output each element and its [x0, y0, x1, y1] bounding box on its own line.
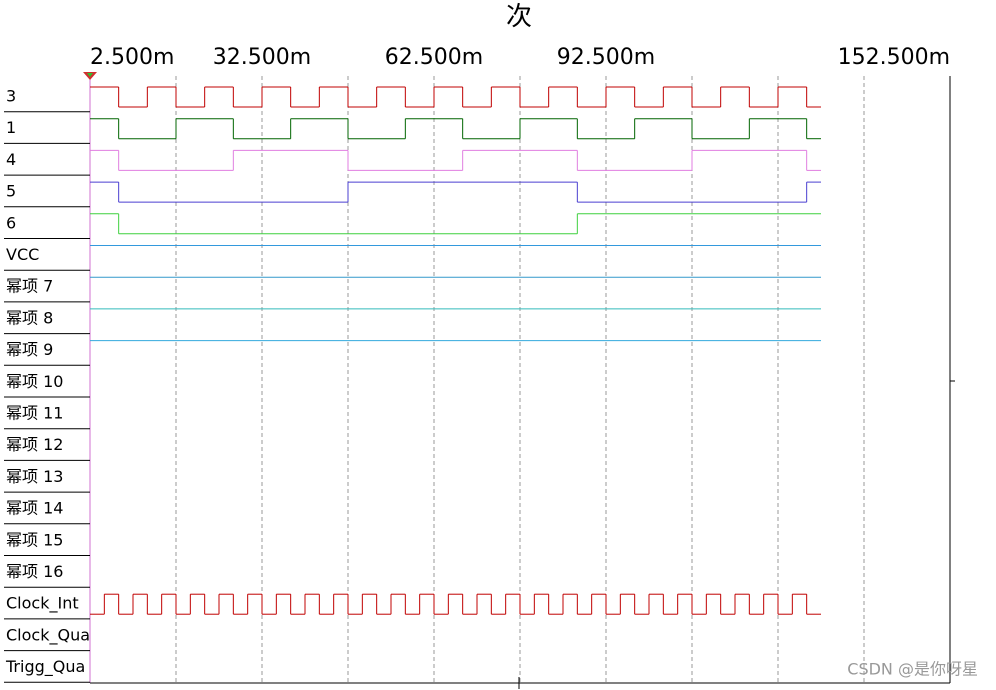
- signal-name: 4: [6, 150, 16, 169]
- x-tick-label: 2.500m: [90, 45, 174, 70]
- signal-name: 1: [6, 118, 16, 137]
- signal-name: 3: [6, 87, 16, 106]
- signal-name: 5: [6, 182, 16, 201]
- signal-name: 幂项 12: [6, 435, 63, 454]
- signal-name: 幂项 14: [6, 499, 63, 518]
- signal-name: 幂项 10: [6, 372, 63, 391]
- signal-name: Clock_Qua: [6, 625, 90, 645]
- signal-name: VCC: [6, 245, 39, 264]
- signal-name: Trigg_Qua: [5, 657, 85, 677]
- x-tick-label: 92.500m: [557, 45, 655, 70]
- signal-name: 幂项 15: [6, 530, 63, 549]
- x-tick-label: 62.500m: [385, 45, 483, 70]
- signal-name: 幂项 16: [6, 562, 63, 581]
- signal-name: 幂项 11: [6, 404, 63, 423]
- signal-name: Clock_Int: [6, 594, 79, 614]
- watermark: CSDN @是你呀星: [847, 660, 978, 679]
- x-tick-label: 32.500m: [213, 45, 311, 70]
- signal-name: 幂项 8: [6, 308, 53, 327]
- cursor-marker-inner: [87, 73, 93, 77]
- chart-title: 次: [506, 2, 532, 32]
- signal-name: 6: [6, 213, 16, 232]
- signal-name: 幂项 7: [6, 277, 53, 296]
- x-tick-label: 152.500m: [838, 45, 950, 70]
- signal-name: 幂项 9: [6, 340, 53, 359]
- signal-name: 幂项 13: [6, 467, 63, 486]
